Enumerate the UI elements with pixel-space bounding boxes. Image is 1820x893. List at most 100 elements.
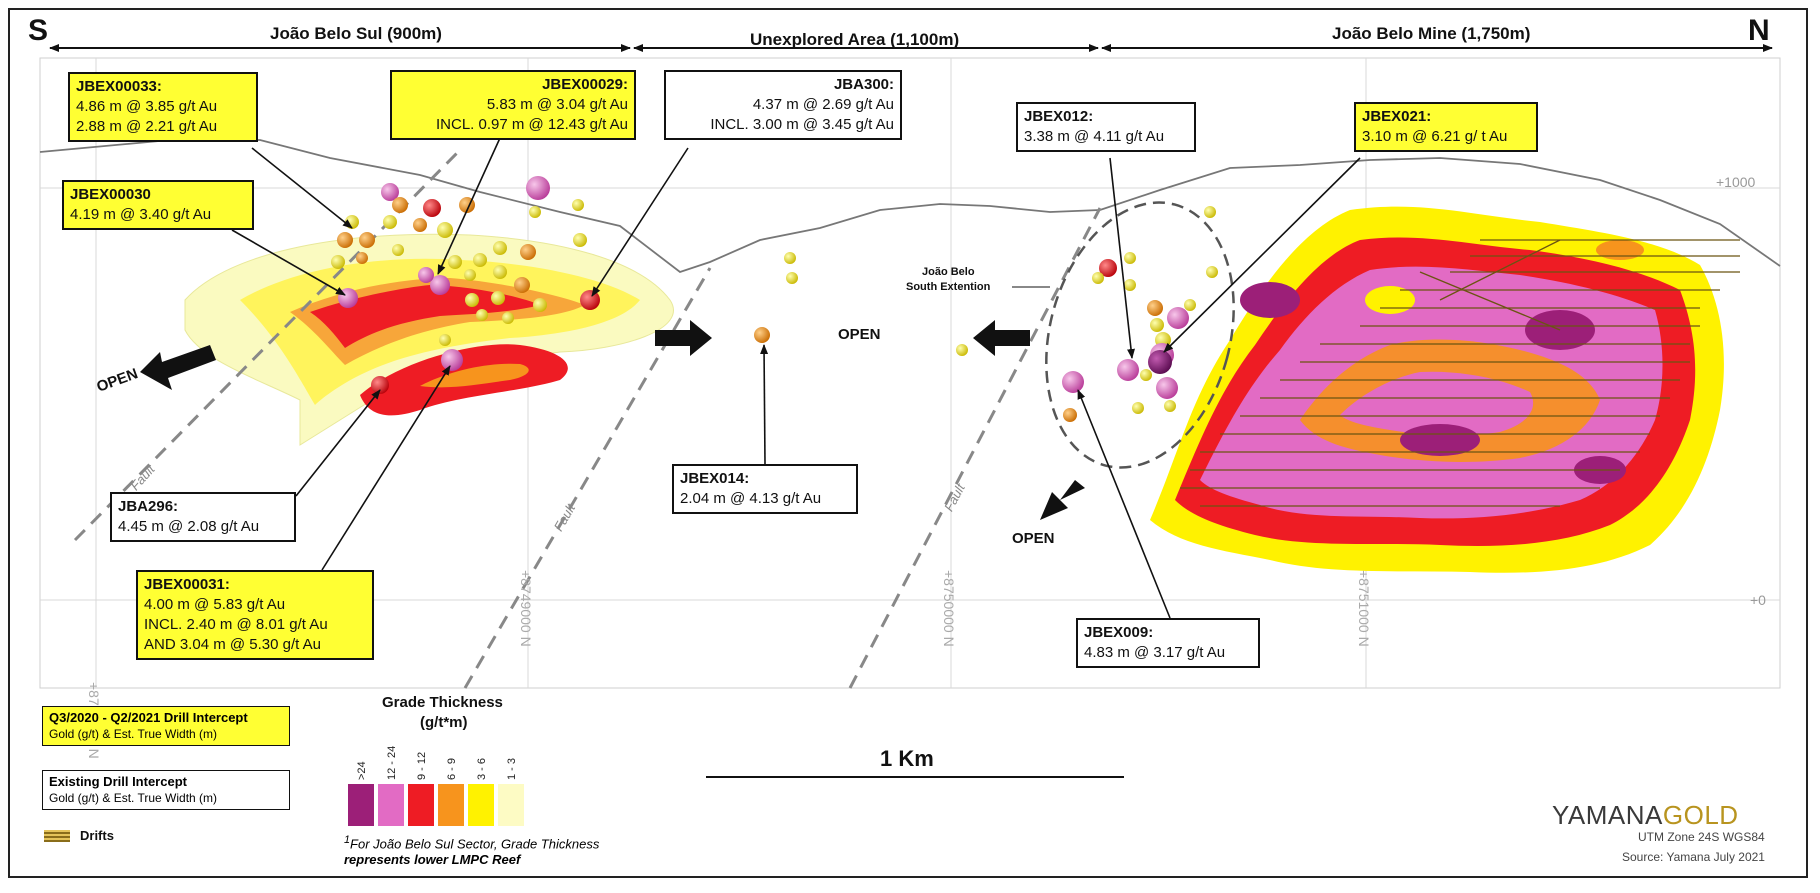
open-label-center: OPEN — [838, 326, 881, 343]
leader-jba300 — [591, 147, 689, 297]
south-label: S — [28, 14, 49, 47]
callout-line: 3.10 m @ 6.21 g/ t Au — [1362, 128, 1508, 145]
callout-jbex00029: JBEX00029: 5.83 m @ 3.04 g/t Au INCL. 0.… — [390, 70, 636, 140]
grade-swatch — [408, 784, 434, 826]
grade-swatch-label: 1 - 3 — [506, 757, 518, 780]
legend-new-sub: Gold (g/t) & Est. True Width (m) — [49, 727, 218, 741]
leader-jbex012 — [1109, 157, 1135, 359]
callout-line: AND 3.04 m @ 5.30 g/t Au — [144, 636, 321, 653]
open-arrow-east-1 — [655, 320, 712, 356]
open-label-extension: OPEN — [1012, 530, 1055, 547]
elevation-label-0: +0 — [1750, 592, 1766, 608]
footnote-marker: 1 — [344, 834, 351, 846]
leader-jbex014 — [760, 344, 769, 465]
logo-part-a: YAMANA — [1552, 800, 1663, 830]
northing-label-8749000: +8749000 N — [518, 570, 534, 647]
callout-title: JBEX00031: — [144, 576, 230, 593]
leader-jba296 — [295, 389, 381, 497]
legend-old-sub: Gold (g/t) & Est. True Width (m) — [49, 791, 218, 805]
open-arrow-sw-3 — [1040, 480, 1085, 520]
grade-swatch-label: 3 - 6 — [476, 757, 488, 780]
northing-label-8751000: +8751000 N — [1356, 570, 1372, 647]
callout-jbex012: JBEX012: 3.38 m @ 4.11 g/t Au — [1016, 102, 1196, 152]
callout-line: 4.45 m @ 2.08 g/t Au — [118, 518, 260, 535]
legend-old-title: Existing Drill Intercept — [49, 774, 187, 789]
grade-swatch-label: 12 - 24 — [386, 745, 398, 780]
legend-existing-intercept: Existing Drill Intercept Gold (g/t) & Es… — [42, 770, 290, 810]
callout-line: 4.37 m @ 2.69 g/t Au — [752, 96, 894, 113]
sector-label-sul: João Belo Sul (900m) — [270, 24, 442, 43]
grade-swatch-label: 9 - 12 — [416, 751, 428, 780]
scale-bar-label: 1 Km — [880, 746, 934, 771]
callout-jbex00031: JBEX00031: 4.00 m @ 5.83 g/t Au INCL. 2.… — [136, 570, 374, 660]
leader-jbex009 — [1077, 389, 1171, 619]
extension-label-line2: South Extention — [906, 281, 991, 293]
sector-label-mine: João Belo Mine (1,750m) — [1332, 24, 1531, 43]
legend-new-intercept: Q3/2020 - Q2/2021 Drill Intercept Gold (… — [42, 706, 290, 746]
yamana-gold-logo: YAMANAGOLD — [1552, 800, 1739, 831]
extension-ellipse — [1045, 201, 1235, 469]
leader-jbex021 — [1163, 157, 1361, 353]
callout-jbex00030: JBEX00030 4.19 m @ 3.40 g/t Au — [62, 180, 254, 230]
footnote-line1: For João Belo Sul Sector, Grade Thicknes… — [350, 836, 600, 852]
callout-jbex009: JBEX009: 4.83 m @ 3.17 g/t Au — [1076, 618, 1260, 668]
callout-jbex00033: JBEX00033: 4.86 m @ 3.85 g/t Au 2.88 m @… — [68, 72, 258, 142]
open-arrow-sw — [140, 345, 216, 390]
callout-line: INCL. 2.40 m @ 8.01 g/t Au — [144, 616, 328, 633]
footnote-line2: represents lower LMPC Reef — [344, 852, 521, 868]
grade-thickness-title: Grade Thickness — [382, 694, 503, 711]
callout-line: 2.88 m @ 2.21 g/t Au — [76, 118, 218, 135]
callout-title: JBEX014: — [680, 470, 750, 487]
callout-title: JBEX00030 — [70, 186, 151, 203]
callout-jba300: JBA300: 4.37 m @ 2.69 g/t Au INCL. 3.00 … — [664, 70, 902, 140]
topography-line — [39, 139, 1781, 274]
callout-line: 4.83 m @ 3.17 g/t Au — [1084, 644, 1226, 661]
logo-part-b: GOLD — [1662, 800, 1739, 830]
legend-new-title: Q3/2020 - Q2/2021 Drill Intercept — [49, 710, 248, 725]
grade-swatch-label: 6 - 9 — [446, 757, 458, 780]
callout-title: JBEX012: — [1024, 108, 1094, 125]
utm-zone-label: UTM Zone 24S WGS84 — [1638, 830, 1765, 844]
open-arrows — [140, 320, 1085, 520]
leader-jbex00030 — [231, 229, 346, 296]
leader-jbex00031 — [321, 365, 451, 571]
grade-swatch — [348, 784, 374, 826]
callout-title: JBA300: — [833, 76, 894, 93]
callout-jbex014: JBEX014: 2.04 m @ 4.13 g/t Au — [672, 464, 858, 514]
legend-drifts-label: Drifts — [80, 828, 114, 843]
callout-line: 4.00 m @ 5.83 g/t Au — [144, 596, 286, 613]
north-label: N — [1748, 14, 1770, 47]
fault-line-2 — [463, 267, 712, 689]
callout-title: JBA296: — [118, 498, 179, 515]
callout-title: JBEX00033: — [76, 78, 162, 95]
callout-line: INCL. 0.97 m @ 12.43 g/t Au — [436, 116, 628, 133]
extension-label-line1: João Belo — [922, 266, 975, 278]
faults — [73, 148, 1102, 689]
grade-swatch — [498, 784, 524, 826]
callout-line: 2.04 m @ 4.13 g/t Au — [680, 490, 822, 507]
grade-swatch — [378, 784, 404, 826]
callout-jba296: JBA296: 4.45 m @ 2.08 g/t Au — [110, 492, 296, 542]
open-arrow-west-2 — [973, 320, 1030, 356]
callout-jbex021: JBEX021: 3.10 m @ 6.21 g/ t Au — [1354, 102, 1538, 152]
drifts-icon — [44, 830, 70, 842]
callout-line: INCL. 3.00 m @ 3.45 g/t Au — [710, 116, 894, 133]
grade-swatch — [438, 784, 464, 826]
source-label: Source: Yamana July 2021 — [1622, 850, 1765, 864]
elevation-label-1000: +1000 — [1716, 174, 1756, 190]
legend-footnote: 1For João Belo Sul Sector, Grade Thickne… — [344, 832, 599, 868]
callout-line: 4.19 m @ 3.40 g/t Au — [70, 206, 212, 223]
leader-jbex00029 — [437, 137, 501, 275]
sector-label-unexplored: Unexplored Area (1,100m) — [750, 30, 960, 49]
callout-title: JBEX00029: — [542, 76, 628, 93]
callout-line: 3.38 m @ 4.11 g/t Au — [1024, 128, 1165, 145]
grade-swatch — [468, 784, 494, 826]
leader-lines — [231, 137, 1361, 619]
northing-label-8750000: +8750000 N — [941, 570, 957, 647]
leader-jbex00033 — [251, 147, 353, 229]
callout-line: 4.86 m @ 3.85 g/t Au — [76, 98, 218, 115]
callout-title: JBEX021: — [1362, 108, 1432, 125]
grade-thickness-unit: (g/t*m) — [420, 714, 468, 731]
drifts — [1180, 239, 1740, 507]
callout-line: 5.83 m @ 3.04 g/t Au — [486, 96, 628, 113]
